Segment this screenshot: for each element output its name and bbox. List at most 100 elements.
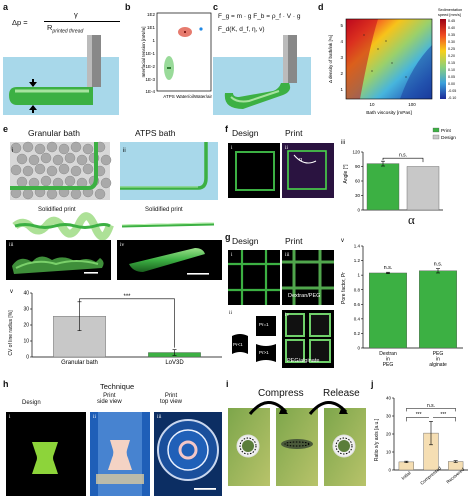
panel-j-label: j <box>371 379 374 389</box>
panel-f-label: f <box>225 124 228 134</box>
svg-text:1E-1: 1E-1 <box>145 51 155 56</box>
y-tick-label: 20 <box>23 323 29 329</box>
pr-less-label: Pr<1 <box>233 342 243 347</box>
g-print-dextran: iii Dextran/PEG <box>282 250 334 305</box>
f-square-outline <box>235 151 275 191</box>
bar <box>419 270 457 349</box>
significance-label: *** <box>123 294 131 300</box>
y-tick-label: 20 <box>386 432 392 437</box>
roman-g-i: i <box>231 252 233 258</box>
significance-bracket <box>406 408 456 412</box>
svg-text:1E-4: 1E-4 <box>145 89 155 94</box>
x-tick-label: Dextran <box>379 351 397 357</box>
roman-g-iv: iv <box>285 312 290 318</box>
schematic-a <box>3 35 119 115</box>
significance-bracket <box>406 417 429 422</box>
bar <box>398 461 414 471</box>
y-tick-label: 0 <box>357 208 360 213</box>
y-tick-label: 90 <box>355 164 361 169</box>
roman-g-iii: iii <box>285 252 290 258</box>
svg-text:0.05: 0.05 <box>448 75 455 79</box>
panel-a-label: a <box>3 2 9 12</box>
y-tick-label: 0.4 <box>354 316 361 321</box>
significance-label: n.s. <box>427 403 435 409</box>
x-tick-label: Granular bath <box>61 360 98 366</box>
laplace-eq-fraction-line <box>44 21 120 22</box>
bar <box>369 272 407 349</box>
panel-i-label: i <box>226 379 229 389</box>
svg-text:ATPS: ATPS <box>163 94 174 99</box>
y-tick-label: 40 <box>386 396 392 401</box>
pr-greater-label: Pr>1 <box>259 350 269 355</box>
svg-text:i: i <box>12 148 13 154</box>
roman-v-e: v <box>10 289 13 295</box>
g-print-peg: iv PEG/alginate <box>282 310 334 368</box>
legend-swatch <box>432 134 440 140</box>
y-tick-label: 0 <box>357 346 360 351</box>
dextran-peg-label: Dextran/PEG <box>288 293 321 299</box>
atps-print-microscopy: iv <box>117 240 222 280</box>
roman-iii: iii <box>9 242 14 248</box>
panel-b-label: b <box>125 2 131 12</box>
f-iii-ylabel: Angle [°] <box>343 164 349 184</box>
chart-e-v: v CV of line radius [%] 0 10 20 30 40 Granula… <box>8 289 222 366</box>
roman-f-iii: iii <box>341 140 345 146</box>
svg-text:1: 1 <box>340 87 343 92</box>
y-tick-label: 10 <box>386 450 392 455</box>
j-ylabel: Ratio x/y axis [a.u.] <box>374 418 380 461</box>
svg-text:Water/oil: Water/oil <box>176 94 194 99</box>
g-print-title: Print <box>285 236 303 246</box>
x-tick-label: PEG <box>433 351 444 357</box>
y-tick-label: 0.6 <box>354 302 361 307</box>
roman-iv: iv <box>120 242 125 248</box>
significance-bracket <box>433 417 456 422</box>
svg-text:0.10: 0.10 <box>448 68 455 72</box>
svg-text:ii: ii <box>123 148 126 154</box>
g-v-ylabel: Pore factor, Pr <box>341 272 347 304</box>
chart-b: 1E2 1E1 1 1E-1 1E-2 1E-3 1E-4 Interfacia… <box>141 12 213 99</box>
svg-text:1E2: 1E2 <box>147 12 156 17</box>
y-tick-label: 0.2 <box>354 331 361 336</box>
bath-rect <box>3 57 119 115</box>
f-print-square: ii α <box>282 143 334 198</box>
svg-text:-0.10: -0.10 <box>448 96 456 100</box>
svg-text:4: 4 <box>340 39 343 44</box>
h-print-top-label: Print top view <box>160 393 183 405</box>
annotation-label: n.s. <box>434 262 443 268</box>
laplace-eq-den: Rprinted thread <box>47 23 84 35</box>
granular-print-microscopy: iii <box>6 240 111 280</box>
svg-text:100: 100 <box>408 102 416 107</box>
x-tick-label: Initial <box>400 470 411 481</box>
y-tick-label: 1.4 <box>354 244 361 249</box>
schematic-c <box>213 35 311 115</box>
atps-bath-title: ATPS bath <box>135 128 176 138</box>
svg-text:0.15: 0.15 <box>448 61 455 65</box>
roman-h-ii: ii <box>93 414 97 420</box>
alpha-marker: α <box>299 157 303 163</box>
legend-label: Design <box>441 135 456 141</box>
svg-text:1E1: 1E1 <box>147 25 156 30</box>
atps-bath-schematic: ii <box>120 142 218 200</box>
force-equation-1: F_g = m · g F_b = ρ_f · V · g <box>218 13 301 20</box>
compress-label: Compress <box>258 388 304 399</box>
h-print-side-image: ii <box>90 412 150 496</box>
significance-bracket <box>382 157 424 163</box>
significance-label: *** <box>416 412 422 418</box>
point-water-air <box>199 27 203 31</box>
roman-h-iii: iii <box>157 414 162 420</box>
e-v-ylabel: CV of line radius [%] <box>8 310 14 356</box>
svg-text:1E-3: 1E-3 <box>145 77 155 82</box>
y-tick-label: 1.2 <box>354 258 361 263</box>
svg-text:0.35: 0.35 <box>448 33 455 37</box>
heatmap-d: 0.45 0.40 0.35 0.30 0.25 0.20 0.15 0.10 0.05 0… <box>328 8 462 116</box>
h-design-image: i <box>6 412 86 496</box>
x-tick-label: PEG <box>383 362 394 368</box>
x-tick-label: LoV3D <box>165 360 184 366</box>
svg-text:10: 10 <box>369 102 375 107</box>
legend-swatch <box>432 127 440 133</box>
y-tick-label: 0 <box>26 355 29 361</box>
x-tick-label: alginate <box>429 362 447 368</box>
h-design-label: Design <box>22 400 41 406</box>
roman-h-i: i <box>9 414 11 420</box>
